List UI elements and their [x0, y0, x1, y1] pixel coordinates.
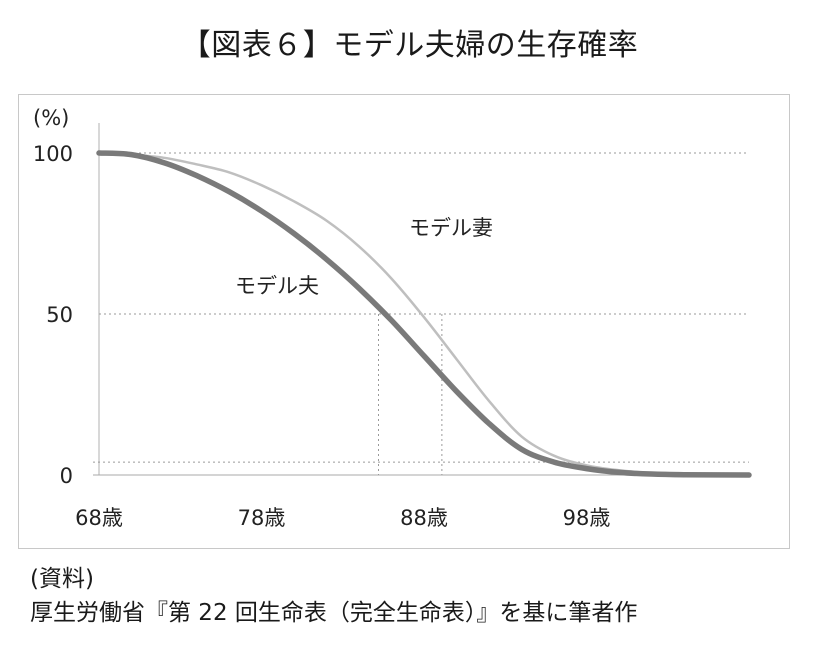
y-tick-label: 0 — [60, 464, 73, 488]
y-axis-label: (%) — [33, 106, 69, 130]
source-label: (資料) — [30, 566, 94, 592]
y-tick-label: 100 — [33, 142, 73, 166]
series-label-husband: モデル夫 — [235, 274, 319, 298]
x-tick-label: 68歳 — [75, 506, 123, 530]
source-note: (資料) 厚生労働省『第 22 回生命表（完全生命表）』を基に筆者作 — [30, 562, 637, 630]
series-label-wife: モデル妻 — [409, 216, 493, 240]
x-tick-label: 78歳 — [238, 506, 286, 530]
x-tick-label: 88歳 — [400, 506, 448, 530]
chart-frame: 0 50 100 (%) 68歳 78歳 88歳 98歳 モデル妻モデル夫 — [18, 94, 790, 549]
y-tick-label: 50 — [46, 303, 73, 327]
series-line-husband — [96, 150, 752, 478]
source-text: 厚生労働省『第 22 回生命表（完全生命表）』を基に筆者作 — [30, 600, 638, 626]
x-tick-label: 98歳 — [563, 506, 611, 530]
chart-title: 【図表６】モデル夫婦の生存確率 — [180, 28, 639, 63]
